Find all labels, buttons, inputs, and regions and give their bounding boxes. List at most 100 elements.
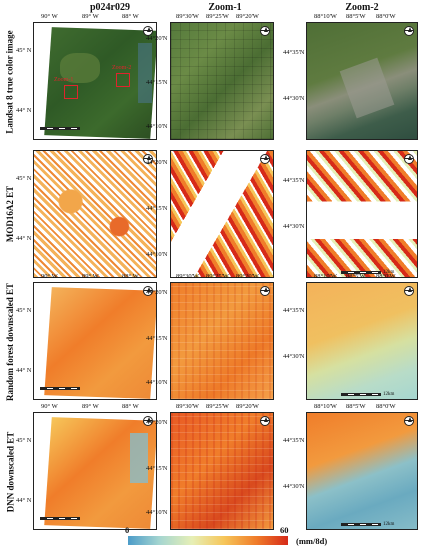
scale-label: 12km <box>383 392 395 397</box>
scale-bar <box>341 271 381 274</box>
lon-tick: 88°0'W <box>376 273 396 280</box>
north-arrow-icon <box>143 154 153 164</box>
lon-tick: 89°30'W <box>176 403 199 410</box>
lat-tick: 44° N <box>16 107 32 114</box>
lon-tick: 88°5'W <box>346 13 366 20</box>
lon-tick: 89°25'W <box>206 403 229 410</box>
lat-tick: 44°35'N <box>283 177 305 184</box>
north-arrow-icon <box>143 416 153 426</box>
lon-tick: 89°20'W <box>236 403 259 410</box>
lat-tick: 44°10'N <box>146 509 168 516</box>
zoom1-region-box <box>64 85 78 99</box>
landsat-scene-map: Zoom-1 Zoom-2 <box>33 22 157 140</box>
lat-tick: 44°20'N <box>146 289 168 296</box>
scale-label: 12km <box>383 522 395 527</box>
scale-bar <box>40 387 80 390</box>
colorbar-min: 0 <box>125 525 130 535</box>
dnn-zoom2-map: 12km <box>306 412 418 530</box>
lat-tick: 44°15'N <box>146 205 168 212</box>
lat-tick: 45° N <box>16 437 32 444</box>
scale-label: 12km <box>383 270 395 275</box>
lon-tick: 88° W <box>122 13 139 20</box>
lon-tick: 88°10'W <box>314 403 337 410</box>
lon-tick: 89°20'W <box>236 273 259 280</box>
lat-tick: 44°15'N <box>146 79 168 86</box>
lat-tick: 45° N <box>16 47 32 54</box>
scale-bar <box>341 523 381 526</box>
north-arrow-icon <box>143 286 153 296</box>
row-label-mod16: MOD16A2 ET <box>5 185 15 243</box>
zoom2-region-box <box>116 73 130 87</box>
landsat-zoom2-map <box>306 22 418 140</box>
lon-tick: 89° W <box>82 403 99 410</box>
north-arrow-icon <box>404 416 414 426</box>
north-arrow-icon <box>260 154 270 164</box>
lat-tick: 44°10'N <box>146 251 168 258</box>
north-arrow-icon <box>260 26 270 36</box>
lat-tick: 44° N <box>16 235 32 242</box>
lat-tick: 44°30'N <box>283 95 305 102</box>
lon-tick: 89°30'W <box>176 13 199 20</box>
lon-tick: 90° W <box>41 403 58 410</box>
rf-scene-map <box>33 282 157 400</box>
lat-tick: 44°35'N <box>283 307 305 314</box>
lon-tick: 90° W <box>41 13 58 20</box>
lat-tick: 44°30'N <box>283 353 305 360</box>
lat-tick: 44°30'N <box>283 483 305 490</box>
north-arrow-icon <box>404 26 414 36</box>
north-arrow-icon <box>260 416 270 426</box>
lon-tick: 88°0'W <box>376 403 396 410</box>
lat-tick: 45° N <box>16 175 32 182</box>
colorbar-max: 60 <box>280 525 289 535</box>
lon-tick: 88°5'W <box>346 403 366 410</box>
landsat-zoom1-map <box>170 22 274 140</box>
column-title-zoom2: Zoom-2 <box>345 2 379 13</box>
lat-tick: 44°20'N <box>146 419 168 426</box>
lat-tick: 44° N <box>16 367 32 374</box>
north-arrow-icon <box>260 286 270 296</box>
row-label-random-forest: Random forest downscaled ET <box>5 282 16 402</box>
north-arrow-icon <box>143 26 153 36</box>
lat-tick: 44°15'N <box>146 335 168 342</box>
lon-tick: 89°25'W <box>206 273 229 280</box>
mod16-zoom1-map <box>170 150 274 278</box>
scale-bar <box>341 393 381 396</box>
lat-tick: 44°20'N <box>146 35 168 42</box>
row-label-dnn: DNN downscaled ET <box>5 431 16 513</box>
colorbar <box>128 536 288 545</box>
north-arrow-icon <box>404 286 414 296</box>
row-label-landsat: Landsat 8 true color image <box>5 30 16 134</box>
mod16-scene-map <box>33 150 157 278</box>
lat-tick: 45° N <box>16 307 32 314</box>
lat-tick: 44°30'N <box>283 223 305 230</box>
lon-tick: 88°5'W <box>346 273 366 280</box>
lat-tick: 44°10'N <box>146 123 168 130</box>
scale-bar <box>40 517 80 520</box>
zoom2-region-label: Zoom-2 <box>112 65 132 71</box>
zoom1-region-label: Zoom-1 <box>54 77 74 83</box>
scale-bar <box>40 127 80 130</box>
lon-tick: 88°10'W <box>314 273 337 280</box>
dnn-zoom1-map <box>170 412 274 530</box>
lat-tick: 44°15'N <box>146 465 168 472</box>
rf-zoom2-map: 12km <box>306 282 418 400</box>
lon-tick: 89° W <box>82 273 99 280</box>
dnn-scene-map <box>33 412 157 530</box>
colorbar-unit: (mm/8d) <box>296 536 328 546</box>
lon-tick: 88° W <box>122 273 139 280</box>
lon-tick: 89°20'W <box>236 13 259 20</box>
lon-tick: 89°30'W <box>176 273 199 280</box>
lon-tick: 89°25'W <box>206 13 229 20</box>
lat-tick: 44°20'N <box>146 159 168 166</box>
lon-tick: 88°10'W <box>314 13 337 20</box>
column-title-scene: p024r029 <box>90 2 130 13</box>
north-arrow-icon <box>404 154 414 164</box>
lon-tick: 90° W <box>41 273 58 280</box>
lat-tick: 44°35'N <box>283 49 305 56</box>
lat-tick: 44°35'N <box>283 437 305 444</box>
lon-tick: 88°0'W <box>376 13 396 20</box>
lon-tick: 89° W <box>82 13 99 20</box>
mod16-zoom2-map: 12km <box>306 150 418 278</box>
lat-tick: 44° N <box>16 497 32 504</box>
column-title-zoom1: Zoom-1 <box>208 2 242 13</box>
